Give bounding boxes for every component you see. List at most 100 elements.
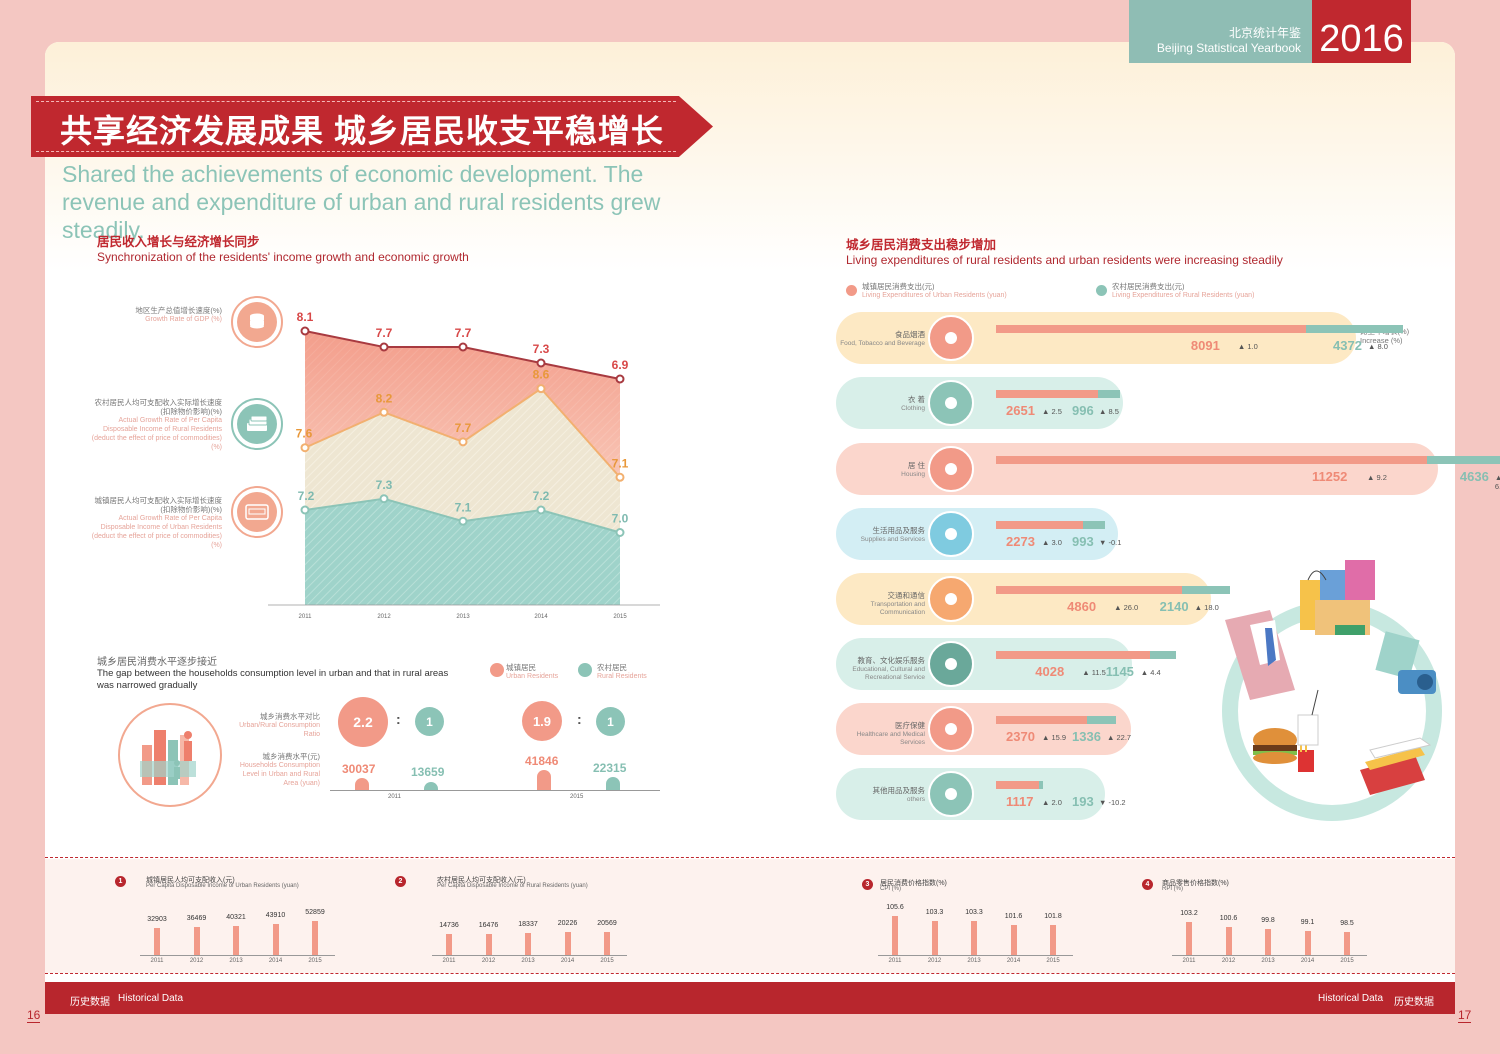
data-label: 7.7	[455, 326, 472, 340]
right-legend-rural-cn: 农村居民消费支出(元)	[1112, 282, 1185, 291]
top-dash-line	[45, 857, 1455, 858]
mini-bar	[1265, 929, 1271, 955]
mini-bar-value: 40321	[226, 914, 246, 921]
mini-chart-title-cn: 商品零售价格指数(%)	[1162, 880, 1229, 887]
data-label: 7.2	[533, 489, 550, 503]
x-tick-label: 2012	[377, 614, 391, 620]
mini-bar-year: 2015	[1046, 958, 1060, 964]
expense-label-en: Transportation and Communication	[870, 601, 925, 616]
title-banner	[31, 96, 713, 157]
level-label: 城乡消费水平(元) Households Consumption Level i…	[230, 752, 320, 788]
rural-value: 193	[1072, 794, 1094, 809]
level-urban-2011-bar	[355, 778, 369, 790]
mini-chart-title-cn: 城镇居民人均可支配收入(元)	[146, 877, 235, 884]
page-title: 共享经济发展成果 城乡居民收支平稳增长	[60, 113, 664, 149]
urban-increase: ▲ 2.5	[1042, 407, 1062, 416]
area-urban-income	[305, 498, 620, 605]
expense-label-cn: 食品烟酒	[895, 330, 925, 339]
expense-row-2	[836, 443, 1438, 495]
mini-bar-value: 103.3	[925, 909, 944, 916]
yearbook-en: Beijing Statistical Yearbook	[1156, 41, 1301, 55]
right-section-title-cn: 城乡居民消费支出稳步增加	[846, 238, 997, 252]
data-label: 8.1	[297, 310, 314, 324]
rural-increase: ▲ 18.0	[1194, 603, 1219, 612]
mini-bar-year: 2012	[1221, 958, 1236, 964]
urban-value: 2273	[1006, 534, 1035, 549]
mini-bar-value: 103.3	[965, 909, 983, 916]
rural-bar	[1150, 651, 1176, 659]
city-buildings-icon	[140, 730, 196, 785]
left-section-title-en: Synchronization of the residents' income…	[97, 250, 469, 264]
rural-increase: ▲ 6.3	[1494, 473, 1500, 491]
expense-row-6	[836, 703, 1131, 755]
rural-bar	[1182, 586, 1230, 594]
mini-bar-value: 101.6	[1004, 913, 1023, 920]
data-label: 6.9	[612, 358, 629, 372]
year-badge: 2016	[1312, 0, 1411, 63]
mini-bar-year: 2014	[560, 958, 575, 964]
gap-legend-rural: 农村居民 Rural Residents	[597, 663, 647, 681]
gap-legend-urban-en: Urban Residents	[506, 673, 559, 680]
data-point	[458, 516, 468, 526]
right-legend-rural-dot	[1096, 285, 1107, 296]
expense-row-3	[836, 508, 1118, 560]
legend-gdp-cn: 地区生产总值增长速度(%)	[135, 306, 222, 315]
urban-bar	[996, 325, 1306, 333]
mini-chart-axis	[878, 955, 1073, 956]
rural-value: 2140	[1159, 599, 1189, 614]
mini-bar	[1186, 922, 1192, 955]
rural-increase: ▲ 8.5	[1099, 407, 1119, 416]
bottom-dash-line	[45, 973, 1455, 974]
urban-bar	[996, 716, 1087, 724]
data-point	[300, 505, 310, 515]
mini-bar-value: 99.8	[1261, 917, 1275, 924]
rural-value: 1145	[1105, 664, 1134, 679]
legend-rural-cn: 农村居民人均可支配收入实际增长速度(扣除物价影响)(%)	[94, 398, 223, 416]
mini-bar-year: 2012	[189, 958, 204, 964]
right-section-heading: 城乡居民消费支出稳步增加 Living expenditures of rura…	[846, 234, 1283, 267]
rural-value: 996	[1072, 403, 1094, 418]
gap-year-2015: 2015	[570, 794, 584, 800]
ratio-urban-2015: 1.9	[522, 701, 562, 741]
mini-bar	[485, 934, 492, 955]
legend-gdp-en: Growth Rate of GDP (%)	[145, 316, 222, 323]
shirt-icon	[1225, 610, 1295, 700]
mini-chart-number: 1	[115, 876, 126, 887]
urban-icon-ring	[231, 486, 283, 538]
mini-bar-value: 99.1	[1300, 919, 1315, 926]
mini-bar-value: 105.6	[886, 904, 904, 911]
mini-chart-title-en: Per Capita Disposable Income of Urban Re…	[146, 883, 299, 889]
rural-bar	[1086, 716, 1117, 724]
mini-bar-year: 2011	[888, 958, 902, 964]
data-label: 7.3	[376, 478, 393, 492]
x-tick-layer: 2011 2012 2013 2014 2015	[299, 614, 628, 620]
data-point	[379, 342, 389, 352]
mini-chart-number: 3	[862, 879, 873, 890]
expense-row-1	[836, 377, 1123, 429]
mini-bar-value: 32903	[147, 916, 167, 923]
expense-label-en: others	[906, 796, 925, 803]
ratio-urban-2011: 2.2	[338, 697, 388, 747]
level-label-cn: 城乡消费水平(元)	[262, 752, 321, 761]
data-label: 8.6	[533, 368, 550, 382]
mini-bar	[1225, 927, 1232, 955]
coins-icon	[237, 302, 277, 342]
banner-stitch	[36, 101, 676, 152]
left-section-heading: 居民收入增长与经济增长同步 Synchronization of the res…	[97, 231, 469, 264]
urban-value: 11252	[1311, 469, 1348, 484]
expense-label-cn: 生活用品及服务	[872, 526, 926, 535]
mini-chart-number: 2	[395, 876, 406, 887]
data-label: 8.2	[376, 391, 393, 405]
mini-bar-year: 2015	[600, 958, 614, 964]
data-label: 7.6	[296, 427, 313, 441]
expense-label-en: Clothing	[901, 405, 925, 412]
data-label: 7.3	[533, 342, 550, 356]
expense-label-cn: 教育、文化娱乐服务	[857, 656, 926, 665]
mini-bar-year: 2011	[442, 958, 456, 964]
mini-bar-value: 52859	[305, 909, 325, 916]
urban-value: 8091	[1190, 338, 1220, 353]
urban-bar	[996, 651, 1151, 659]
mini-chart-title-en: Per Capita Disposable Income of Rural Re…	[437, 883, 588, 889]
data-point	[300, 326, 310, 336]
data-label: 7.1	[612, 456, 629, 470]
